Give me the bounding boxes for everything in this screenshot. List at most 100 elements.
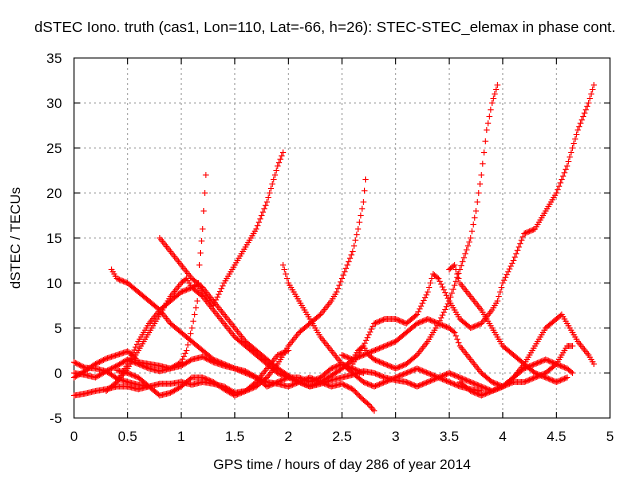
data-point [470, 323, 477, 330]
data-point [330, 364, 337, 371]
data-point [361, 379, 368, 386]
data-point [104, 367, 111, 374]
data-point [355, 354, 362, 361]
data-point [278, 152, 285, 159]
data-point [422, 380, 429, 387]
data-point [450, 263, 457, 270]
data-point [568, 368, 575, 375]
data-point [231, 365, 238, 372]
data-point [376, 318, 383, 325]
data-point [540, 371, 546, 378]
data-point [522, 378, 529, 385]
data-point [328, 365, 335, 372]
data-point [470, 221, 477, 228]
y-tick-label: -5 [50, 410, 63, 426]
data-point [178, 289, 185, 295]
data-point [372, 357, 379, 364]
data-point [505, 268, 512, 275]
data-point [272, 172, 278, 178]
data-point [399, 318, 406, 325]
data-point [309, 377, 316, 384]
data-point [360, 370, 367, 376]
data-point [510, 257, 517, 264]
data-point [420, 380, 427, 387]
data-point [133, 341, 140, 348]
y-tick-label: 0 [54, 365, 62, 381]
data-point [533, 373, 540, 380]
data-point [144, 364, 151, 371]
data-point [384, 341, 391, 348]
data-point [363, 380, 370, 387]
data-point [495, 293, 502, 300]
data-point [396, 372, 403, 379]
data-point [418, 381, 425, 388]
data-point [385, 377, 392, 384]
data-point [377, 380, 384, 387]
data-point [367, 349, 374, 356]
data-point [466, 378, 473, 385]
data-point [542, 356, 549, 363]
data-point [451, 282, 458, 289]
data-point [404, 369, 411, 376]
data-point [507, 263, 514, 270]
data-point [450, 328, 457, 335]
data-point [397, 372, 404, 379]
data-point [474, 381, 481, 388]
data-point [336, 282, 343, 289]
data-point [72, 359, 79, 366]
data-point [452, 381, 459, 388]
data-point [569, 145, 576, 151]
data-point [349, 248, 356, 255]
data-point [448, 290, 455, 297]
x-axis-label: GPS time / hours of day 286 of year 2014 [213, 456, 471, 472]
data-point [373, 346, 380, 353]
data-point [535, 372, 542, 379]
data-point [258, 212, 265, 219]
data-point [434, 319, 441, 326]
data-point [255, 375, 262, 382]
data-point [415, 319, 422, 326]
data-point [537, 372, 544, 379]
data-point [502, 274, 509, 281]
data-point [392, 365, 399, 372]
data-point [356, 219, 363, 226]
data-point [297, 375, 304, 382]
data-point [246, 371, 253, 378]
data-point [440, 322, 447, 329]
data-point [458, 375, 465, 382]
data-point [442, 289, 449, 296]
data-point [259, 209, 266, 216]
data-point [568, 149, 575, 156]
data-point [499, 383, 506, 390]
data-point [372, 370, 379, 377]
data-point [450, 380, 457, 387]
data-point [557, 312, 564, 319]
data-point [468, 388, 475, 395]
data-point [359, 205, 366, 212]
data-point [490, 95, 497, 102]
data-point [341, 382, 348, 389]
data-point [557, 362, 564, 369]
data-point [380, 343, 387, 350]
data-point [235, 390, 242, 397]
data-point [312, 376, 319, 383]
data-point [507, 380, 514, 387]
data-point [182, 287, 189, 294]
data-point [383, 342, 390, 349]
data-point [259, 377, 266, 384]
data-point [416, 366, 423, 373]
data-point [286, 382, 293, 389]
data-point [373, 382, 380, 389]
data-point [399, 362, 406, 369]
data-point [503, 381, 510, 388]
data-point [443, 303, 450, 310]
data-point [384, 377, 391, 384]
data-point [356, 353, 363, 360]
data-point [274, 370, 281, 376]
data-point [107, 366, 114, 373]
data-point [109, 364, 116, 371]
data-point [427, 317, 434, 324]
data-point [191, 311, 198, 318]
data-point [237, 367, 244, 374]
data-point [360, 343, 367, 349]
